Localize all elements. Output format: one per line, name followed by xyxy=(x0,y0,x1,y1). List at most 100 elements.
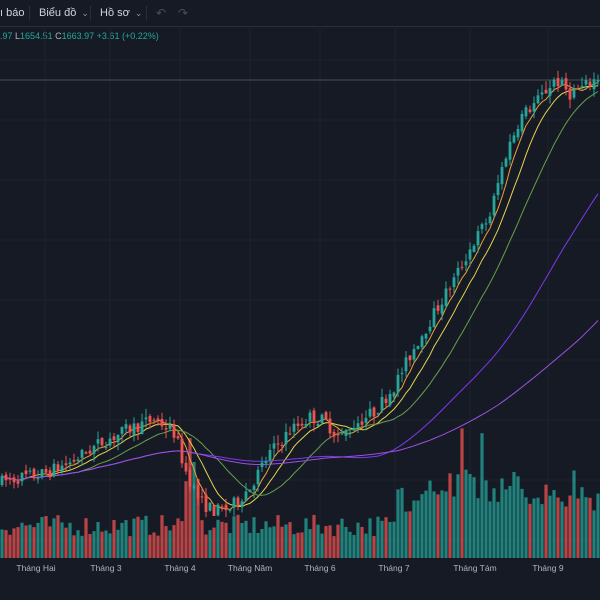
candle xyxy=(456,268,460,276)
volume-bar xyxy=(176,518,180,558)
candle xyxy=(208,502,212,511)
candle xyxy=(120,426,124,434)
volume-bar xyxy=(116,529,120,558)
candle xyxy=(348,432,352,434)
candle xyxy=(588,81,592,87)
volume-bar xyxy=(308,529,312,558)
volume-bar xyxy=(340,518,344,558)
volume-bar xyxy=(392,521,396,558)
candle xyxy=(504,158,508,167)
close-value: 1663.97 xyxy=(61,31,95,41)
candle xyxy=(152,419,156,421)
candle xyxy=(88,450,92,454)
volume-bar xyxy=(348,531,352,558)
volume-bar xyxy=(468,474,472,558)
candle xyxy=(496,183,500,195)
candle xyxy=(404,357,408,372)
volume-bar xyxy=(448,473,452,558)
volume-bar xyxy=(200,520,204,558)
volume-bar xyxy=(476,498,480,558)
volume-bar xyxy=(388,521,392,558)
candle xyxy=(204,494,208,512)
undo-icon[interactable]: ↶ xyxy=(156,6,167,20)
volume-bar xyxy=(88,534,92,558)
ohlc-legend: .97 L1654.51 C1663.97 +3.61 (+0.22%) xyxy=(0,31,159,41)
candle xyxy=(512,135,516,143)
chart-grid xyxy=(0,26,600,558)
volume-bar xyxy=(304,518,308,558)
candle xyxy=(200,496,204,498)
volume-bar xyxy=(560,501,564,558)
volume-bar xyxy=(168,530,172,558)
volume-bar xyxy=(84,518,88,558)
volume-bar xyxy=(424,490,428,558)
volume-bar xyxy=(172,525,176,558)
volume-bar xyxy=(464,469,468,558)
candle xyxy=(140,421,144,435)
volume-bar xyxy=(480,433,484,558)
open-value: .97 xyxy=(0,31,13,41)
candle xyxy=(464,261,468,266)
candle xyxy=(568,88,572,100)
volume-bar xyxy=(508,485,512,558)
chart-menu-label: Biểu đồ xyxy=(39,7,77,19)
volume-bar xyxy=(212,527,216,558)
candle xyxy=(148,416,152,422)
volume-bar xyxy=(532,498,536,558)
candle xyxy=(428,326,432,332)
candle xyxy=(76,459,80,461)
close-label: C xyxy=(55,31,62,41)
redo-icon[interactable]: ↷ xyxy=(178,6,189,20)
volume-bar xyxy=(496,501,500,558)
candle xyxy=(324,412,328,420)
volume-bar xyxy=(320,533,324,558)
candle xyxy=(480,224,484,229)
candle xyxy=(32,468,36,479)
candle xyxy=(212,505,216,516)
month-label: Tháng Hai xyxy=(16,563,55,573)
candle xyxy=(520,114,524,132)
volume-bar xyxy=(576,498,580,558)
chart-menu[interactable]: Biểu đồ ⌄ xyxy=(39,0,89,26)
month-label: Tháng 4 xyxy=(164,563,195,573)
volume-bar xyxy=(528,503,532,558)
candle xyxy=(484,223,488,225)
volume-bar xyxy=(148,534,152,558)
alerts-menu[interactable]: ı báo xyxy=(0,0,24,26)
candle xyxy=(364,417,368,423)
volume-bar xyxy=(276,515,280,558)
candle xyxy=(528,109,532,113)
candle xyxy=(556,77,560,86)
volume-bar xyxy=(580,487,584,558)
candle xyxy=(12,477,16,483)
candle xyxy=(288,433,292,435)
candle xyxy=(440,304,444,314)
candle xyxy=(116,434,120,443)
candle xyxy=(184,462,188,472)
volume-bar xyxy=(248,532,252,558)
volume-bar xyxy=(28,524,32,558)
chart-toolbar: ı báo Biểu đồ ⌄ Hồ sơ ⌄ ↶ ↷ xyxy=(0,0,600,27)
candle xyxy=(412,349,416,360)
volume-bar xyxy=(24,525,28,558)
volume-bar xyxy=(104,530,108,558)
candle xyxy=(276,443,280,445)
volume-bar xyxy=(136,516,140,558)
volume-bar xyxy=(188,438,192,558)
volume-bar xyxy=(272,526,276,558)
candle xyxy=(228,509,232,511)
alerts-label: ı báo xyxy=(0,7,25,19)
candle xyxy=(356,423,360,428)
candle xyxy=(560,79,564,86)
candle xyxy=(264,461,268,464)
candle xyxy=(372,407,376,417)
candle xyxy=(584,80,588,85)
volume-bar xyxy=(432,491,436,558)
volume-bar xyxy=(292,534,296,558)
candle xyxy=(180,438,184,464)
candle xyxy=(400,372,404,374)
candle xyxy=(192,485,196,489)
volume-bar xyxy=(584,497,588,558)
profile-menu[interactable]: Hồ sơ ⌄ xyxy=(100,0,142,26)
